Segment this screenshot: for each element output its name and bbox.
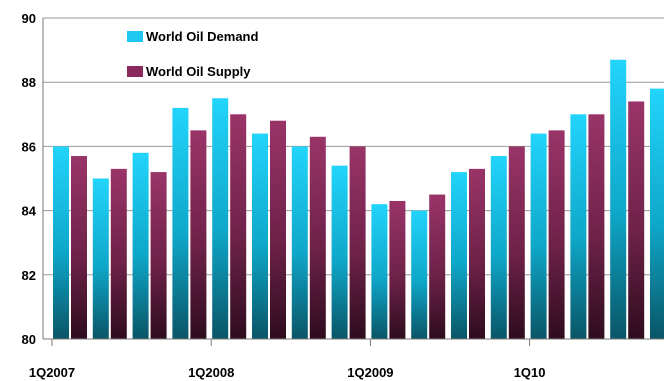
y-tick-label: 82 [22, 268, 36, 283]
bar-demand-4Q2007 [172, 107, 189, 339]
bar-supply-4Q2009 [508, 146, 525, 339]
bar-supply-2Q2007 [110, 168, 127, 339]
x-tick-label: 1Q2008 [188, 365, 234, 380]
bar-supply-3Q2008 [309, 136, 326, 339]
bar-demand-2Q10 [570, 114, 587, 339]
legend: World Oil Demand World Oil Supply [127, 29, 258, 79]
bar-demand-1Q10 [530, 133, 547, 339]
bar-supply-3Q2009 [469, 168, 485, 339]
legend-swatch-demand [127, 31, 143, 42]
bar-supply-1Q2007 [71, 156, 87, 339]
y-tick-label: 90 [22, 11, 36, 26]
legend-label-demand: World Oil Demand [146, 29, 258, 44]
y-tick-label: 88 [22, 75, 36, 90]
bars [53, 59, 664, 340]
bar-supply-1Q10 [548, 130, 565, 339]
bar-demand-3Q2009 [451, 172, 467, 339]
bar-demand-1Q2009 [371, 204, 388, 339]
bar-demand-2Q2008 [252, 133, 268, 339]
bar-supply-2Q2008 [270, 120, 286, 339]
bar-demand-2Q2007 [92, 178, 109, 339]
legend-label-supply: World Oil Supply [146, 64, 251, 79]
x-tick-label: 1Q2007 [29, 365, 75, 380]
bar-demand-4Q2008 [331, 165, 348, 339]
bar-supply-4Q2007 [190, 130, 207, 339]
bar-supply-2Q2009 [429, 194, 446, 339]
bar-demand-4Q2009 [490, 156, 507, 339]
legend-swatch-supply [127, 66, 143, 77]
bar-supply-3Q10 [628, 101, 645, 340]
bar-demand-2Q2009 [411, 210, 428, 339]
x-tick-label: 1Q2009 [347, 365, 393, 380]
bar-demand-3Q2007 [132, 152, 149, 339]
bar-supply-4Q2008 [349, 146, 366, 339]
y-tick-label: 80 [22, 332, 36, 347]
bar-supply-1Q2008 [230, 114, 247, 339]
x-tick-label: 1Q10 [514, 365, 546, 380]
y-tick-label: 86 [22, 139, 36, 154]
bar-demand-3Q2008 [291, 146, 308, 339]
bar-demand-4Q10 [650, 88, 664, 340]
bar-demand-3Q10 [610, 59, 627, 339]
axes: 80 82 84 86 88 90 1Q2007 1Q2008 1Q2009 1Q10 [22, 11, 664, 380]
bar-supply-1Q2009 [389, 200, 406, 339]
bar-supply-3Q2007 [150, 172, 167, 339]
bar-demand-1Q2008 [212, 98, 229, 339]
y-tick-label: 84 [22, 204, 37, 219]
bar-supply-2Q10 [588, 114, 605, 339]
bar-demand-1Q2007 [53, 146, 69, 339]
